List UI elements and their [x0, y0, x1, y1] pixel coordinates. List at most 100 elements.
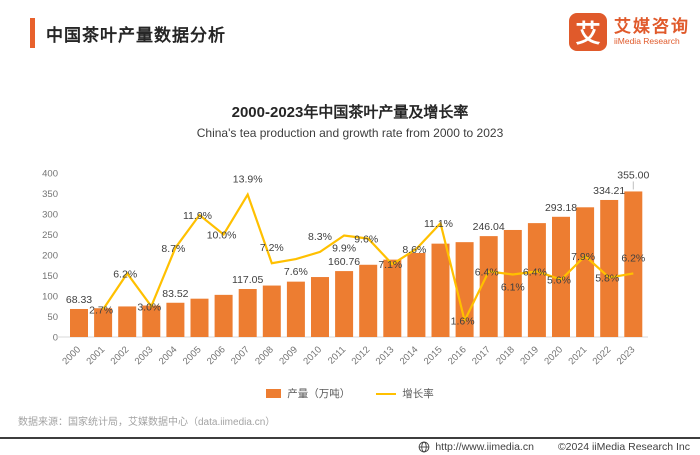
bar-2005 — [190, 298, 209, 337]
legend-label-growth: 增长率 — [402, 388, 434, 400]
growth-rate-label: 2.7% — [89, 304, 113, 316]
bar-value-label: 68.33 — [66, 294, 92, 306]
y-axis-tick: 200 — [42, 251, 58, 262]
chart-subtitle: China's tea production and growth rate f… — [196, 126, 504, 140]
bar-2019 — [527, 223, 546, 337]
bar-2009 — [286, 281, 305, 337]
data-source-note: 数据来源：国家统计局，艾媒数据中心（data.iimedia.cn） — [18, 417, 276, 428]
chart-title: 2000-2023年中国茶叶产量及增长率 — [231, 104, 469, 121]
y-axis-tick: 50 — [47, 312, 58, 323]
iimedia-logo: 艾 艾媒咨询 iiMedia Research — [569, 13, 690, 51]
logo-text: 艾媒咨询 iiMedia Research — [614, 16, 690, 47]
bar-value-label: 334.21 — [593, 185, 625, 197]
bar-2000 — [70, 308, 88, 337]
y-axis-tick: 350 — [42, 189, 58, 200]
bar-2015 — [431, 243, 450, 337]
x-axis-label: 2010 — [301, 344, 324, 367]
bar-value-label: 293.18 — [545, 202, 577, 214]
x-axis-label: 2023 — [615, 344, 638, 367]
growth-rate-label: 6.1% — [501, 281, 525, 293]
growth-rate-label: 9.9% — [332, 243, 356, 255]
globe-icon — [418, 441, 430, 453]
x-axis-label: 2019 — [518, 344, 541, 367]
x-axis-label: 2012 — [350, 344, 373, 367]
growth-rate-label: 5.6% — [547, 275, 571, 287]
y-axis-tick: 300 — [42, 210, 58, 221]
growth-rate-label: 3.0% — [137, 301, 161, 313]
growth-rate-label: 5.8% — [595, 273, 619, 285]
bar-series-swatch — [266, 389, 282, 398]
bar-2020 — [552, 216, 570, 337]
x-axis-label: 2006 — [205, 344, 228, 367]
growth-rate-label: 7.9% — [571, 251, 595, 263]
bar-2017 — [479, 236, 498, 337]
footer-divider — [0, 437, 700, 439]
bar-2008 — [262, 285, 281, 337]
growth-rate-label: 8.6% — [402, 244, 426, 256]
x-axis-label: 2009 — [277, 344, 300, 367]
bar-value-label: 355.00 — [617, 169, 649, 181]
x-axis-label: 2007 — [229, 344, 252, 367]
x-axis-label: 2001 — [84, 344, 107, 367]
bar-2001 — [94, 308, 113, 337]
x-axis-label: 2000 — [60, 344, 83, 367]
y-axis-tick: 400 — [42, 169, 58, 180]
growth-rate-label: 1.6% — [451, 316, 475, 328]
growth-rate-label: 8.7% — [161, 243, 185, 255]
bar-2012 — [359, 264, 378, 337]
logo-icon: 艾 — [569, 13, 607, 51]
x-axis-label: 2018 — [494, 344, 517, 367]
x-axis-label: 2016 — [446, 344, 469, 367]
logo-name-en: iiMedia Research — [614, 36, 680, 47]
growth-rate-label: 6.2% — [113, 268, 137, 280]
bar-2006 — [214, 294, 233, 337]
x-axis-label: 2005 — [181, 344, 204, 367]
x-axis-label: 2004 — [157, 344, 180, 367]
line-series-swatch — [376, 392, 397, 395]
growth-rate-line — [102, 191, 634, 324]
x-axis-label: 2022 — [591, 344, 614, 367]
growth-rate-label: 10.0% — [207, 230, 237, 242]
bar-value-label: 83.52 — [162, 288, 188, 300]
tea-production-chart: 0 50 100 150 200 250 300 350 400 68.33 83.52 117.05… — [42, 169, 649, 368]
x-axis-label: 2013 — [374, 344, 397, 367]
y-axis-tick: 100 — [42, 292, 58, 303]
legend-label-production: 产量（万吨） — [287, 388, 351, 400]
growth-rate-label: 7.6% — [284, 266, 308, 278]
x-axis-label: 2015 — [422, 344, 445, 367]
x-axis-label: 2017 — [470, 344, 493, 367]
header-accent-bar — [30, 18, 35, 48]
bar-2003 — [142, 305, 161, 337]
growth-rate-label: 11.1% — [424, 218, 453, 230]
site-url[interactable]: http://www.iimedia.cn — [435, 441, 534, 453]
bar-2018 — [503, 229, 522, 337]
logo-name-cn: 艾媒咨询 — [614, 16, 690, 36]
x-axis-label: 2011 — [326, 344, 348, 366]
legend-item-production: 产量（万吨） — [266, 386, 350, 401]
y-axis-tick: 0 — [53, 333, 58, 344]
bar-2010 — [311, 277, 329, 337]
y-axis-tick: 250 — [42, 230, 58, 241]
growth-rate-label: 11.9% — [183, 210, 212, 222]
bar-2004 — [166, 302, 185, 337]
y-axis-tick: 150 — [42, 271, 58, 282]
bar-value-label: 117.05 — [232, 274, 263, 286]
growth-rate-label: 6.2% — [621, 252, 645, 264]
bar-2022 — [600, 199, 619, 337]
growth-rate-label: 8.3% — [308, 231, 332, 243]
bar-2013 — [383, 259, 402, 337]
x-axis-label: 2003 — [133, 344, 156, 367]
copyright-text: ©2024 iiMedia Research Inc — [557, 441, 690, 453]
chart-legend: 产量（万吨） 增长率 — [0, 386, 700, 401]
bar-2023 — [624, 191, 643, 337]
growth-rate-label: 6.4% — [523, 266, 547, 278]
growth-rate-label: 9.6% — [354, 234, 378, 246]
bar-2007 — [238, 289, 257, 337]
legend-item-growth: 增长率 — [376, 386, 434, 401]
growth-rate-label: 13.9% — [233, 174, 263, 186]
growth-rate-label: 7.1% — [378, 259, 402, 271]
bar-value-label: 246.04 — [473, 221, 505, 233]
growth-rate-label: 6.4% — [475, 266, 499, 278]
x-axis-label: 2014 — [398, 344, 421, 367]
page-title: 中国茶叶产量数据分析 — [46, 26, 226, 45]
